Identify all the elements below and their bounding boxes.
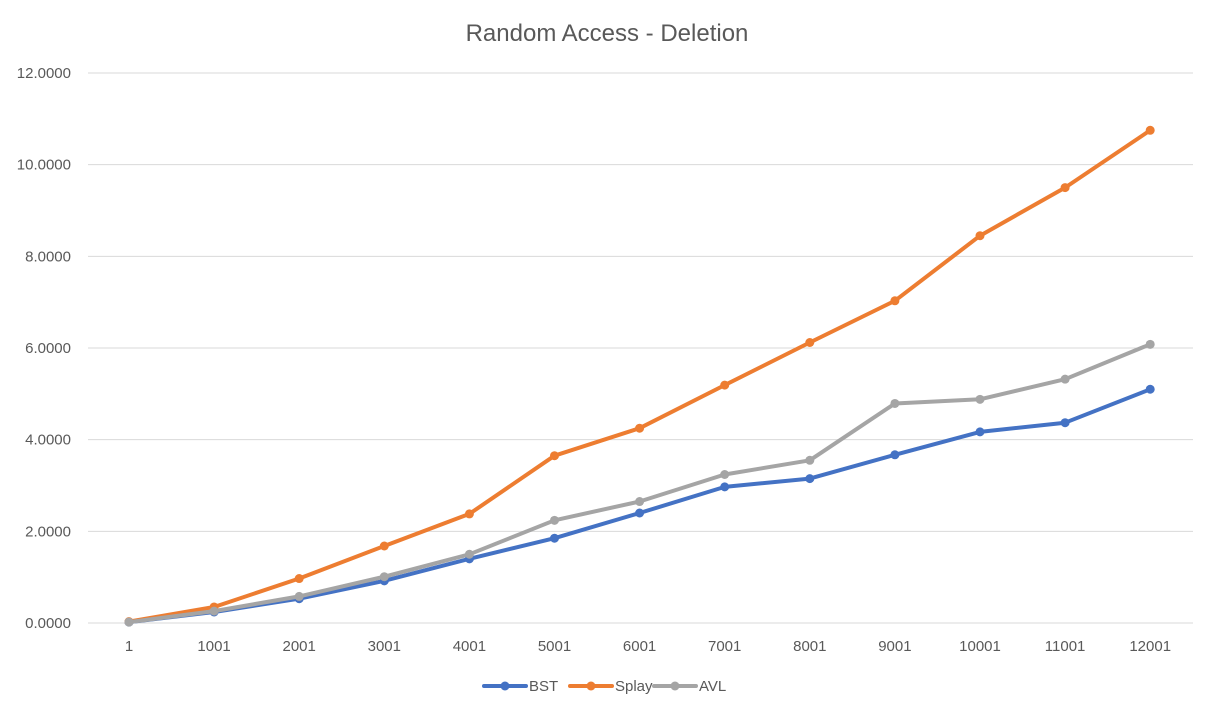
data-point-bst [890, 450, 900, 460]
data-point-avl [209, 606, 219, 616]
legend-label: BST [529, 678, 558, 695]
series-lines [124, 125, 1155, 627]
data-point-avl [124, 617, 134, 627]
x-tick-label: 4001 [453, 638, 486, 655]
data-point-splay [1145, 125, 1155, 135]
data-point-splay [464, 509, 474, 519]
gridlines [88, 72, 1193, 624]
data-point-splay [720, 380, 730, 390]
data-point-avl [635, 497, 645, 507]
x-tick-label: 3001 [368, 638, 401, 655]
series-line-avl [127, 342, 1153, 625]
y-tick-label: 12.0000 [17, 65, 71, 82]
x-tick-label: 10001 [959, 638, 1001, 655]
series-splay [124, 125, 1155, 627]
y-tick-label: 4.0000 [25, 432, 71, 449]
chart-title: Random Access - Deletion [466, 20, 749, 47]
data-point-splay [890, 296, 900, 306]
legend-marker [670, 681, 680, 691]
x-tick-label: 9001 [878, 638, 911, 655]
data-point-splay [379, 541, 389, 551]
legend-label: Splay [615, 678, 653, 695]
y-tick-label: 2.0000 [25, 523, 71, 540]
data-point-avl [379, 572, 389, 582]
data-point-avl [464, 549, 474, 559]
data-point-bst [635, 508, 645, 518]
y-tick-label: 0.0000 [25, 615, 71, 632]
y-axis-tick-labels: 0.0000 2.0000 4.0000 6.0000 8.0000 10.0000 12.… [17, 65, 71, 632]
x-tick-label: 12001 [1129, 638, 1171, 655]
y-tick-label: 10.0000 [17, 157, 71, 174]
data-point-bst [805, 474, 815, 484]
y-tick-label: 8.0000 [25, 248, 71, 265]
data-point-splay [635, 423, 645, 433]
series-line-splay [127, 128, 1153, 624]
data-point-splay [550, 451, 559, 461]
legend-item-splay: Splay [568, 678, 653, 695]
data-point-splay [1060, 183, 1070, 193]
data-point-avl [890, 398, 900, 408]
data-point-splay [975, 231, 985, 241]
x-tick-label: 2001 [283, 638, 316, 655]
series-avl [124, 339, 1155, 627]
x-axis-tick-labels: 1 1001 2001 3001 4001 5001 6001 7001 8001 9001 100… [125, 638, 1171, 655]
data-point-splay [805, 338, 815, 347]
data-point-avl [975, 394, 985, 404]
data-point-avl [1060, 374, 1070, 384]
data-point-avl [294, 591, 304, 601]
legend: BST Splay AVL [482, 678, 726, 695]
data-point-avl [1145, 339, 1155, 349]
x-tick-label: 1 [125, 638, 133, 655]
legend-item-bst: BST [482, 678, 558, 695]
x-tick-label: 6001 [623, 638, 656, 655]
legend-label: AVL [699, 678, 726, 695]
data-point-bst [1060, 418, 1070, 428]
legend-marker [500, 681, 510, 691]
x-tick-label: 1001 [197, 638, 230, 655]
legend-marker [586, 681, 596, 691]
data-point-bst [550, 533, 559, 543]
x-tick-label: 5001 [538, 638, 571, 655]
x-tick-label: 11001 [1045, 638, 1086, 655]
y-tick-label: 6.0000 [25, 340, 71, 357]
data-point-avl [550, 515, 559, 525]
x-tick-label: 8001 [793, 638, 826, 655]
data-point-splay [294, 574, 304, 584]
data-point-bst [1145, 384, 1155, 394]
data-point-avl [720, 470, 730, 479]
data-point-avl [805, 455, 815, 465]
x-tick-label: 7001 [708, 638, 741, 655]
legend-item-avl: AVL [652, 678, 726, 695]
data-point-bst [975, 427, 985, 437]
data-point-bst [720, 482, 730, 492]
